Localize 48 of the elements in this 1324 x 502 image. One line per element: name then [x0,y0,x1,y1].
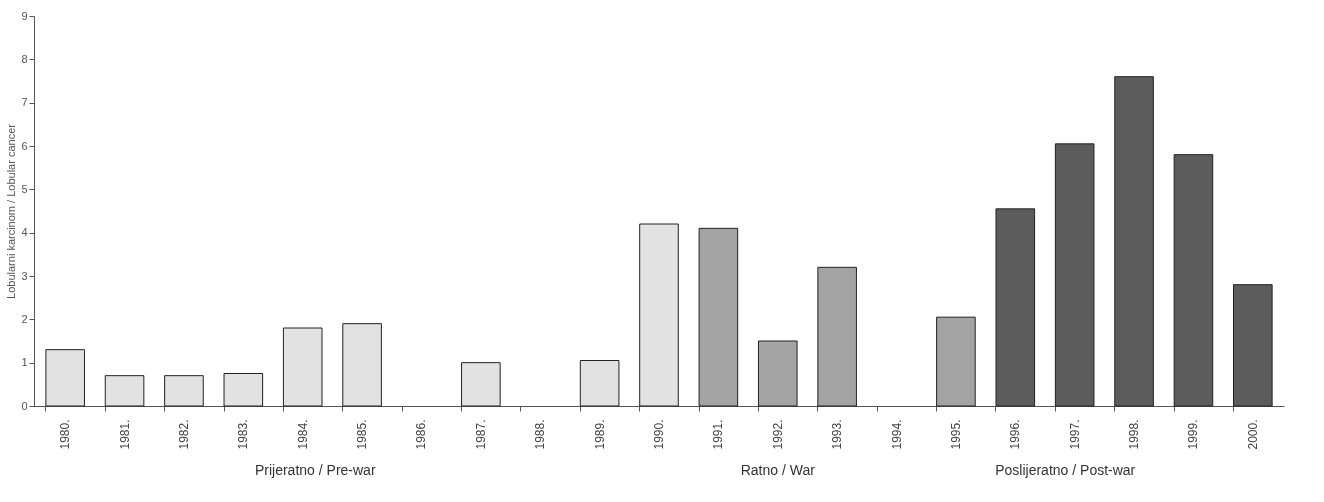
x-tick-label: 1998. [1127,419,1142,450]
bar [461,362,501,407]
bar [817,266,857,407]
x-tick-label: 1999. [1186,419,1201,450]
x-tick-label: 1980. [58,419,73,450]
x-tick-label: 1995. [948,419,963,450]
x-tick-label: 1991. [711,419,726,450]
text: Ratno / War [740,462,816,478]
y-axis-title: Lobularni karcinom / Lobular cancer [5,123,18,299]
y-tick-label: 9 [21,9,28,22]
bar [282,327,323,407]
x-tick-label: 2000. [1245,419,1260,450]
bar [45,349,85,407]
bar [342,323,382,407]
x-tick-label: 1988. [533,419,548,450]
x-tick-label: 1981. [117,419,132,450]
x-tick-label: 1994. [889,419,904,450]
text: Prijeratno / Pre-war [254,462,376,478]
y-tick-label: 2 [21,312,28,325]
text: Poslijeratno / Post-war [995,462,1136,478]
y-tick-label: 8 [21,52,28,65]
bar [757,340,798,407]
x-tick-label: 1984. [295,419,310,450]
x-tick-label: 1992. [770,419,785,450]
bar [579,360,620,407]
x-tick-label: 1985. [355,419,370,450]
bar [698,227,739,407]
y-tick-label: 0 [21,399,28,412]
y-tick-label: 3 [21,269,28,282]
x-tick-label: 1989. [592,419,607,450]
x-tick-label: 1996. [1008,419,1023,450]
bar [164,375,204,407]
x-tick-label: 1983. [236,419,251,450]
x-tick-label: 1987. [473,419,488,450]
y-tick-label: 6 [21,139,28,152]
y-tick-label: 7 [21,96,28,109]
y-tick-label: 1 [21,356,28,369]
y-tick-label: 5 [21,182,28,195]
x-tick-label: 1993. [830,419,845,450]
y-tick-label: 4 [21,226,28,239]
x-tick-label: 1990. [652,419,666,450]
x-tick-label: 1986. [414,419,429,450]
x-tick-label: 1997. [1067,419,1082,450]
bar [104,375,145,407]
bar [639,223,679,407]
bar [936,316,976,407]
bar [223,373,264,407]
x-tick-label: 1982. [176,419,191,450]
